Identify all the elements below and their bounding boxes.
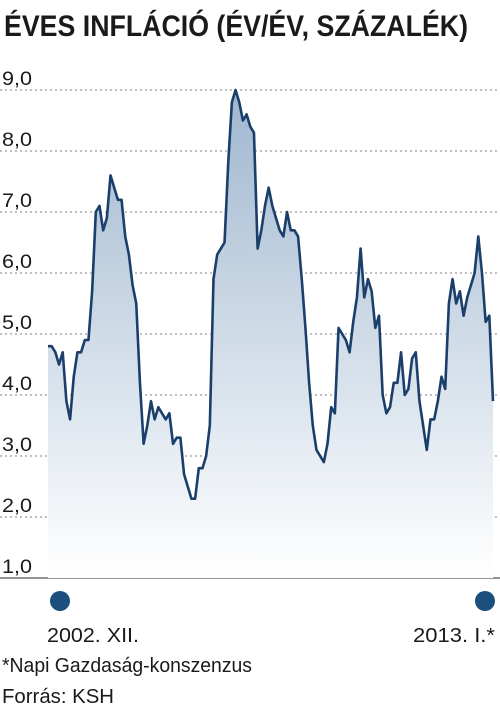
- y-tick-label: 3,0: [2, 435, 32, 456]
- start-dot: [50, 591, 70, 611]
- footnote: *Napi Gazdaság-konszenzus: [2, 655, 252, 677]
- chart-title: ÉVES INFLÁCIÓ (ÉV/ÉV, SZÁZALÉK): [4, 9, 468, 43]
- y-tick-label: 1,0: [2, 557, 32, 578]
- source: Forrás: KSH: [2, 686, 114, 708]
- end-dot: [475, 591, 495, 611]
- y-tick-label: 2,0: [2, 496, 32, 517]
- y-tick-label: 9,0: [2, 69, 32, 90]
- y-tick-label: 6,0: [2, 252, 32, 273]
- y-tick-label: 7,0: [2, 191, 32, 212]
- y-tick-label: 5,0: [2, 313, 32, 334]
- line: [48, 88, 495, 500]
- x-tick-label: 2002. XII.: [47, 625, 139, 647]
- y-tick-label: 4,0: [2, 374, 32, 395]
- x-tick-label: 2013. I.*: [413, 625, 495, 647]
- area: [48, 90, 493, 578]
- y-tick-label: 8,0: [2, 130, 32, 151]
